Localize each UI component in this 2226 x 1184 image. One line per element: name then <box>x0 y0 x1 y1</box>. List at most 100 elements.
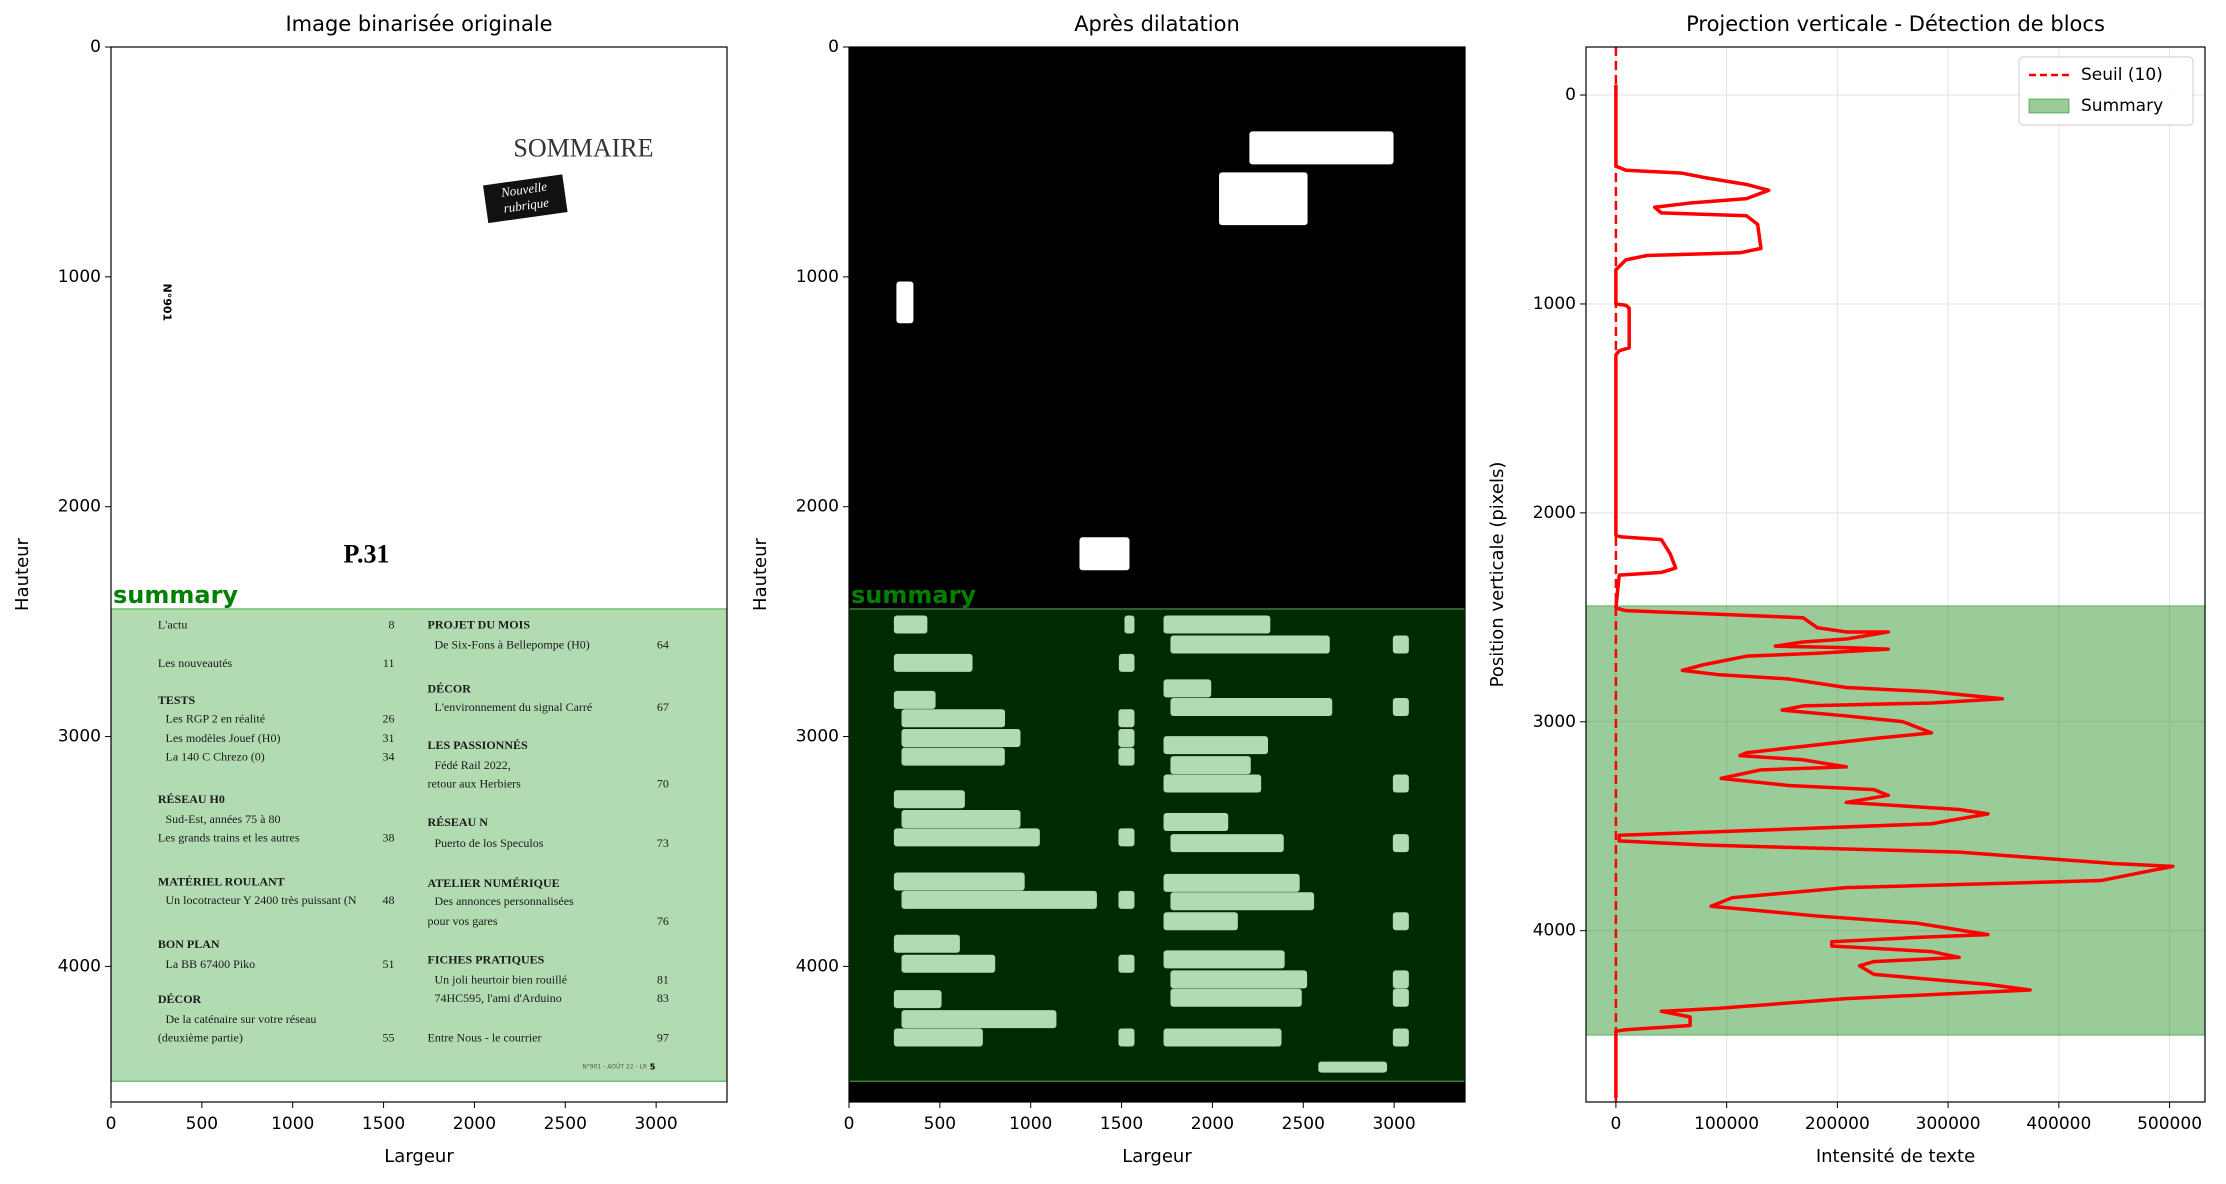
toc-heading: DÉCOR <box>428 681 472 695</box>
toc-page: 83 <box>657 991 669 1005</box>
toc-heading: FICHES PRATIQUES <box>428 952 545 966</box>
toc-entry: Des annonces personnalisées <box>434 894 574 908</box>
x-tick-label: 500 <box>186 1114 218 1134</box>
toc-heading: RÉSEAU H0 <box>158 792 225 806</box>
stamp-text: Nouvelle <box>499 179 548 200</box>
dilated-blob <box>1118 653 1135 672</box>
y-tick-label: 1000 <box>1533 294 1576 314</box>
dilated-blob <box>1118 828 1135 847</box>
page-ref: P.31 <box>343 539 389 568</box>
toc-page: 26 <box>382 711 394 725</box>
y-tick-label: 3000 <box>1533 712 1576 732</box>
toc-heading: BON PLAN <box>158 937 220 951</box>
x-tick-label: 0 <box>844 1114 855 1134</box>
legend-label: Summary <box>2081 96 2163 116</box>
toc-page: 11 <box>383 656 395 670</box>
legend-swatch <box>2028 98 2070 114</box>
toc-page: 64 <box>657 638 669 652</box>
stamp-box <box>483 174 568 224</box>
y-tick-label: 0 <box>1565 85 1576 105</box>
toc-page: 73 <box>657 836 669 850</box>
x-tick-label: 2000 <box>453 1114 496 1134</box>
y-tick-label: 0 <box>828 37 839 57</box>
axes-frame <box>110 46 728 1103</box>
toc-entry: Sud-Est, années 75 à 80 <box>166 812 281 826</box>
dilated-blob <box>1118 1028 1135 1047</box>
legend-label: Seuil (10) <box>2081 65 2163 85</box>
toc-heading: TESTS <box>158 693 196 707</box>
summary-block <box>111 608 727 1083</box>
dilated-blob <box>1079 537 1130 571</box>
x-axis-label: Largeur <box>384 1146 454 1167</box>
stamp-text: rubrique <box>503 194 550 215</box>
y-tick-label: 1000 <box>796 267 839 287</box>
toc-page: 97 <box>657 1031 669 1045</box>
dilated-blob <box>893 615 928 634</box>
summary-span <box>1586 605 2205 1036</box>
toc-entry: Entre Nous - le courrier <box>428 1031 542 1045</box>
toc-page: 8 <box>388 618 394 632</box>
toc-heading: ATELIER NUMÉRIQUE <box>428 876 560 890</box>
profile-line <box>1614 84 2175 1098</box>
toc-entry: Les nouveautés <box>158 656 233 670</box>
dilated-blob <box>1170 988 1302 1007</box>
x-axis-label: Intensité de texte <box>1816 1146 1975 1167</box>
dilated-blob <box>1318 1061 1388 1073</box>
toc-entry: Les grands trains et les autres <box>158 830 300 844</box>
toc-entry: retour aux Herbiers <box>428 777 522 791</box>
dilated-blob <box>893 990 942 1009</box>
y-tick-label: 4000 <box>58 956 101 976</box>
toc-page: 51 <box>382 957 394 971</box>
x-tick-label: 1000 <box>1009 1114 1052 1134</box>
y-tick-label: 0 <box>90 37 101 57</box>
dilated-blob <box>1392 698 1409 717</box>
dilated-blob <box>893 828 1040 847</box>
toc-entry: Un locotracteur Y 2400 très puissant (N <box>166 893 357 907</box>
x-tick-label: 100000 <box>1694 1114 1759 1134</box>
toc-entry: pour vos gares <box>428 914 498 928</box>
dilated-blob <box>1170 635 1330 654</box>
x-tick-label: 3000 <box>634 1114 677 1134</box>
dilated-blob <box>901 954 996 973</box>
dilated-blob <box>1392 774 1409 793</box>
dilated-blob <box>1118 954 1135 973</box>
toc-entry: La 140 C Chrezo (0) <box>166 750 265 764</box>
toc-page: 55 <box>382 1031 394 1045</box>
x-tick-label: 0 <box>1610 1114 1621 1134</box>
dilated-blob <box>1392 635 1409 654</box>
dilated-blob <box>901 729 1021 748</box>
issue-number: N°901 <box>160 284 173 322</box>
y-tick-label: 1000 <box>58 267 101 287</box>
toc-page: 31 <box>382 731 394 745</box>
doc-footer: N°901 - AOÛT 22 - LR <box>582 1064 647 1071</box>
dilated-blob <box>1163 873 1300 892</box>
x-tick-label: 2500 <box>1282 1114 1325 1134</box>
dilated-blob <box>893 1028 983 1047</box>
doc-heading: SOMMAIRE <box>513 133 653 162</box>
dilated-blob <box>1163 1028 1282 1047</box>
dilated-blob <box>893 790 965 809</box>
y-axis-label: Hauteur <box>12 537 33 611</box>
dilated-blob <box>1392 834 1409 853</box>
toc-page: 34 <box>382 750 394 764</box>
dilated-blob <box>1392 912 1409 931</box>
x-tick-label: 0 <box>106 1114 117 1134</box>
dilated-blob <box>1219 172 1308 226</box>
toc-entry: Les modèles Jouef (H0) <box>166 731 281 745</box>
dilated-blob <box>901 809 1021 828</box>
toc-heading: DÉCOR <box>158 992 202 1006</box>
toc-heading: PROJET DU MOIS <box>428 618 531 632</box>
x-tick-label: 1500 <box>1100 1114 1143 1134</box>
dilated-blob <box>1163 736 1269 755</box>
axes-frame <box>1585 46 2206 1103</box>
x-tick-label: 2500 <box>544 1114 587 1134</box>
dilated-blob <box>1118 729 1135 748</box>
dilated-blob <box>896 281 914 324</box>
dilated-blob <box>1170 970 1308 989</box>
dilated-blob <box>1163 679 1212 698</box>
dilated-blob <box>901 709 1006 728</box>
toc-heading: RÉSEAU N <box>428 815 489 829</box>
toc-page: 48 <box>382 893 394 907</box>
doc-footer-page: 5 <box>650 1063 656 1072</box>
